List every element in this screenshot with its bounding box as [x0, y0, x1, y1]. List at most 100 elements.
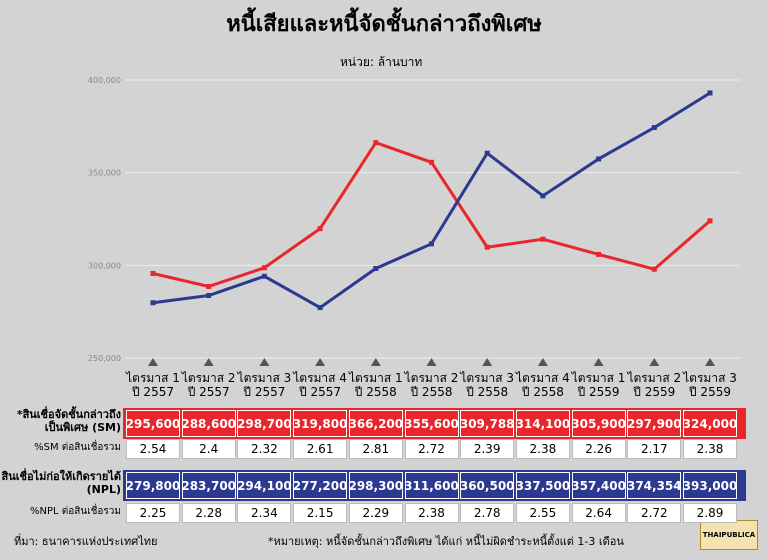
- pct-cell: 2.34: [237, 503, 292, 523]
- x-tick-label: ไตรมาส 1 ปี 2559: [571, 371, 626, 399]
- pct-cell: 2.72: [627, 503, 682, 523]
- value-cell: 277,200: [293, 472, 347, 499]
- pct-cell: 2.25: [126, 503, 180, 523]
- pct-cell: 2.64: [571, 503, 626, 523]
- point: [596, 251, 602, 257]
- point: [596, 156, 602, 162]
- pct-cell: 2.39: [460, 439, 515, 459]
- x-tick-label: ไตรมาส 1 ปี 2558: [348, 371, 403, 399]
- y-tick-label: 400,000: [88, 76, 121, 85]
- value-cell: 393,000: [683, 472, 737, 499]
- value-cell: 357,400: [571, 472, 626, 499]
- x-tick-label: ไตรมาส 3 ปี 2557: [237, 371, 292, 399]
- pct-cell: 2.38: [515, 439, 570, 459]
- axis-marker: [705, 358, 715, 366]
- pct-row-label: %SM ต่อสินเชื่อรวม: [34, 442, 121, 453]
- y-tick-label: 350,000: [88, 169, 121, 178]
- pct-cell: 2.38: [683, 439, 737, 459]
- value-cell: 355,600: [404, 410, 459, 437]
- value-cell: 305,900: [571, 410, 626, 437]
- axis-marker: [148, 358, 158, 366]
- axis-marker: [482, 358, 493, 366]
- point: [429, 159, 434, 165]
- logo: THAIPUBLICA: [700, 520, 758, 550]
- y-tick-label: 250,000: [88, 354, 121, 363]
- pct-cell: 2.29: [348, 503, 403, 523]
- value-cell: 297,900: [627, 410, 682, 437]
- pct-cell: 2.81: [348, 439, 403, 459]
- point: [484, 150, 490, 156]
- value-cell: 374,354: [627, 472, 682, 499]
- value-cell: 298,700: [237, 410, 292, 437]
- point: [261, 273, 267, 279]
- chart-title: หนี้เสียและหนี้จัดชั้นกล่าวถึงพิเศษ: [226, 12, 542, 37]
- x-tick-label: ไตรมาส 3 ปี 2558: [460, 371, 515, 399]
- note: *หมายเหตุ: หนี้จัดชั้นกล่าวถึงพิเศษ ได้แ…: [268, 535, 624, 548]
- value-cell: 311,600: [404, 472, 459, 499]
- x-tick-label: ไตรมาส 3 ปี 2559: [683, 371, 737, 399]
- value-cell: 283,700: [181, 472, 236, 499]
- axis-marker: [315, 358, 326, 366]
- pct-cell: 2.78: [460, 503, 515, 523]
- pct-cell: 2.61: [293, 439, 348, 459]
- pct-cell: 2.15: [293, 503, 348, 523]
- point: [373, 140, 379, 146]
- row-label: *สินเชื่อจัดชั้นกล่าวถึง เป็นพิเศษ (SM): [16, 408, 121, 434]
- axis-marker: [593, 358, 604, 366]
- value-cell: 314,100: [516, 410, 570, 437]
- point: [317, 305, 323, 311]
- value-cell: 366,200: [348, 410, 403, 437]
- point: [261, 265, 267, 271]
- x-tick-label: ไตรมาส 2 ปี 2557: [181, 371, 236, 399]
- pct-cell: 2.26: [571, 439, 626, 459]
- x-tick-label: ไตรมาส 4 ปี 2557: [293, 371, 347, 399]
- value-cell: 337,500: [516, 472, 570, 499]
- series-line: [152, 91, 711, 310]
- axis-marker: [259, 358, 270, 366]
- pct-cell: 2.28: [181, 503, 236, 523]
- value-cell: 319,800: [293, 410, 347, 437]
- pct-cell: 2.54: [126, 439, 180, 459]
- point: [707, 218, 713, 224]
- subtitle: หน่วย: ล้านบาท: [340, 55, 423, 69]
- x-tick-label: ไตรมาส 2 ปี 2558: [404, 371, 459, 399]
- value-cell: 295,600: [126, 410, 180, 437]
- x-tick-label: ไตรมาส 4 ปี 2558: [516, 371, 570, 399]
- row-label: สินเชื่อไม่ก่อให้เกิดรายได้ (NPL): [1, 470, 121, 496]
- point: [651, 266, 657, 272]
- axis-marker: [370, 358, 381, 366]
- value-cell: 360,500: [460, 472, 515, 499]
- point: [150, 300, 156, 306]
- point: [206, 283, 212, 289]
- axis-marker: [426, 358, 437, 366]
- point: [484, 244, 490, 250]
- point: [540, 193, 546, 199]
- point: [317, 226, 323, 232]
- pct-cell: 2.72: [404, 439, 459, 459]
- pct-cell: 2.89: [683, 503, 737, 523]
- pct-cell: 2.4: [181, 439, 236, 459]
- source: ที่มา: ธนาคารแห่งประเทศไทย: [14, 535, 158, 548]
- value-cell: 298,300: [348, 472, 403, 499]
- x-tick-label: ไตรมาส 2 ปี 2559: [627, 371, 682, 399]
- point: [150, 270, 156, 276]
- x-tick-label: ไตรมาส 1 ปี 2557: [126, 371, 180, 399]
- pct-cell: 2.55: [515, 503, 570, 523]
- point: [540, 236, 546, 242]
- value-cell: 288,600: [181, 410, 236, 437]
- axis-marker: [537, 358, 548, 366]
- value-cell: 294,100: [237, 472, 292, 499]
- pct-cell: 2.32: [237, 439, 292, 459]
- point: [707, 90, 713, 96]
- point: [651, 125, 657, 131]
- point: [429, 241, 434, 247]
- point: [206, 293, 212, 299]
- axis-marker: [649, 358, 660, 366]
- pct-row-label: %NPL ต่อสินเชื่อรวม: [30, 506, 121, 517]
- axis-marker: [203, 358, 214, 366]
- pct-cell: 2.38: [404, 503, 459, 523]
- value-cell: 324,000: [683, 410, 737, 437]
- point: [373, 265, 379, 271]
